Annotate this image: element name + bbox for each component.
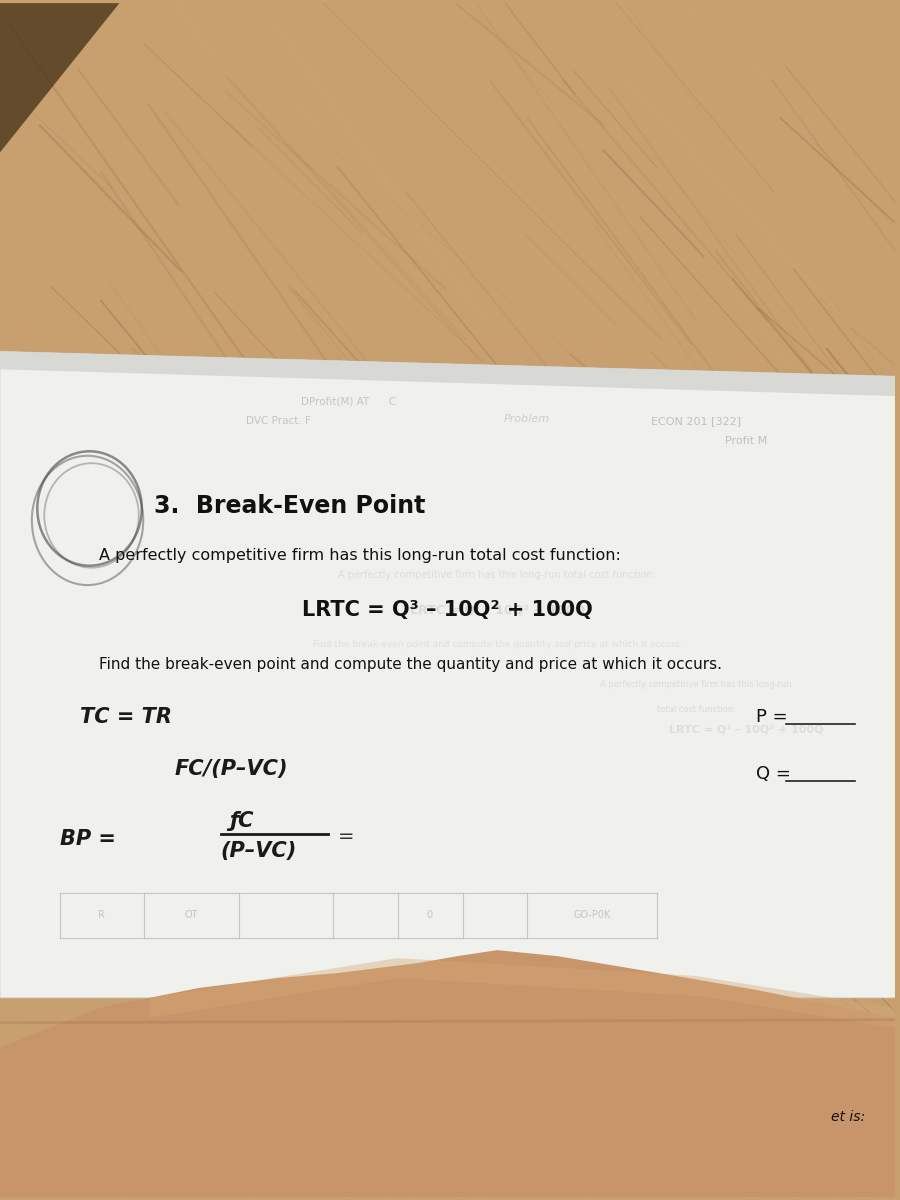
Text: DProfit(M) AT      C: DProfit(M) AT C (301, 396, 396, 406)
Text: Profit M: Profit M (724, 436, 767, 446)
Text: 0: 0 (427, 911, 433, 920)
Text: FC/(P–VC): FC/(P–VC) (174, 760, 288, 779)
Text: ƒC: ƒC (229, 811, 253, 830)
Text: BP =: BP = (59, 829, 115, 848)
Polygon shape (0, 352, 896, 396)
Text: et is:: et is: (832, 1110, 866, 1124)
Text: 3.  Break-Even Point: 3. Break-Even Point (154, 493, 426, 517)
Polygon shape (0, 950, 896, 1196)
Text: OT: OT (184, 911, 198, 920)
Text: Q =: Q = (756, 766, 791, 784)
Text: Find the break-even point and compute the quantity and price at which it occurs.: Find the break-even point and compute th… (100, 658, 723, 672)
Text: Find the break-even point and compute the quantity and price at which it occurs.: Find the break-even point and compute th… (312, 641, 682, 649)
Text: (P–VC): (P–VC) (220, 841, 297, 860)
Text: R: R (98, 911, 105, 920)
Text: A perfectly competitive firm has this long-run total cost function:: A perfectly competitive firm has this lo… (338, 570, 656, 580)
Polygon shape (0, 352, 896, 998)
Text: A perfectly competitive firm has this long-run total cost function:: A perfectly competitive firm has this lo… (100, 547, 621, 563)
Text: A perfectly competitive firm has this long-run: A perfectly competitive firm has this lo… (600, 680, 792, 689)
Text: P =: P = (756, 708, 788, 726)
Text: Problem: Problem (504, 414, 550, 424)
Text: LRTC = Q³ – 10Q² + 100Q: LRTC = Q³ – 10Q² + 100Q (410, 604, 585, 617)
Text: TC = TR: TC = TR (79, 707, 172, 727)
Text: ECON 201 [322]: ECON 201 [322] (652, 416, 742, 426)
Text: =: = (338, 827, 355, 846)
Polygon shape (149, 958, 895, 1027)
Text: total cost function:: total cost function: (657, 704, 736, 714)
Polygon shape (0, 4, 120, 152)
Text: LRTC = Q³ – 10Q² + 100Q: LRTC = Q³ – 10Q² + 100Q (669, 725, 824, 734)
Text: DVC Pract. F: DVC Pract. F (246, 416, 311, 426)
Text: LRTC = Q³ – 10Q² + 100Q: LRTC = Q³ – 10Q² + 100Q (302, 600, 593, 620)
Text: GO-P0K: GO-P0K (573, 911, 610, 920)
